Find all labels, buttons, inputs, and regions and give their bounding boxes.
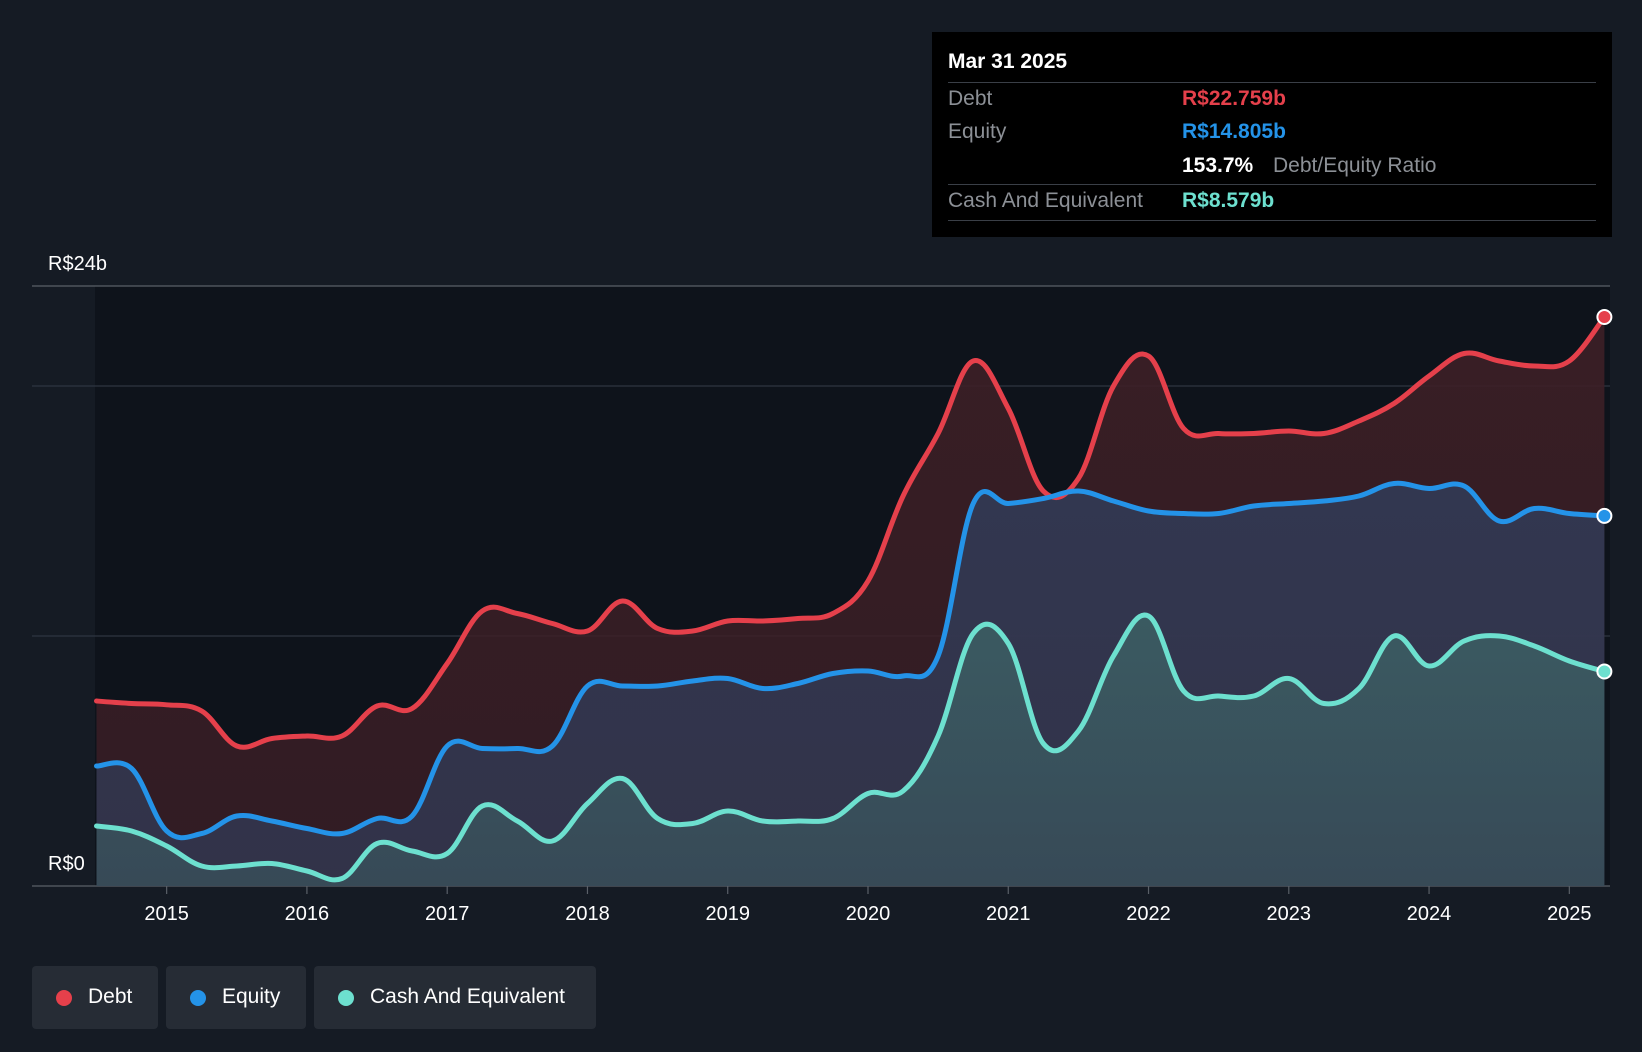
x-tick-label-2017: 2017 xyxy=(425,903,470,925)
x-tick-label-2015: 2015 xyxy=(144,903,189,925)
tooltip-equity-row: Equity R$14.805b xyxy=(948,116,1596,149)
legend-dot-cash xyxy=(338,990,354,1006)
legend-item-cash[interactable]: Cash And Equivalent xyxy=(314,966,596,1029)
x-tick-label-2020: 2020 xyxy=(846,903,891,925)
endpoint-debt xyxy=(1596,309,1613,326)
tooltip-date: Mar 31 2025 xyxy=(948,50,1068,73)
tooltip-cash-value: R$8.579b xyxy=(1182,189,1275,212)
legend-item-equity[interactable]: Equity xyxy=(166,966,306,1029)
line-cash xyxy=(94,612,1607,883)
series-lines xyxy=(94,314,1607,883)
tooltip-ratio-row: 153.7% Debt/Equity Ratio xyxy=(948,150,1596,183)
tooltip-cash-label: Cash And Equivalent xyxy=(948,189,1143,212)
series-endpoints xyxy=(1596,309,1613,680)
y-axis-top-label: R$24b xyxy=(48,253,107,275)
x-tick-label-2022: 2022 xyxy=(1126,903,1171,925)
x-tick-label-2021: 2021 xyxy=(986,903,1031,925)
legend-label-equity: Equity xyxy=(222,985,281,1008)
x-tick-label-2023: 2023 xyxy=(1267,903,1312,925)
tooltip: Mar 31 2025 Debt R$22.759b Equity R$14.8… xyxy=(932,32,1612,237)
x-tick-label-2025: 2025 xyxy=(1547,903,1592,925)
x-axis: 2015 2016 2017 2018 2019 2020 2021 2022 2023 2024… xyxy=(144,886,1592,925)
tooltip-ratio-label: Debt/Equity Ratio xyxy=(1273,154,1437,177)
tooltip-cash-row: Cash And Equivalent R$8.579b xyxy=(948,184,1596,218)
endpoint-equity xyxy=(1596,507,1613,524)
legend-item-debt[interactable]: Debt xyxy=(32,966,158,1029)
legend-label-cash: Cash And Equivalent xyxy=(370,985,565,1008)
tooltip-equity-value: R$14.805b xyxy=(1182,120,1286,143)
line-equity xyxy=(94,480,1607,841)
tooltip-equity-label: Equity xyxy=(948,120,1007,143)
x-tick-label-2019: 2019 xyxy=(705,903,750,925)
x-tick-label-2018: 2018 xyxy=(565,903,610,925)
y-axis-bottom-label: R$0 xyxy=(48,853,85,875)
tooltip-debt-label: Debt xyxy=(948,87,993,110)
legend-dot-equity xyxy=(190,990,206,1006)
tooltip-debt-row: Debt R$22.759b xyxy=(948,82,1596,116)
tooltip-divider xyxy=(948,220,1596,221)
tooltip-ratio-value: 153.7% xyxy=(1182,154,1254,177)
x-tick-label-2016: 2016 xyxy=(285,903,330,925)
endpoint-cash xyxy=(1596,663,1613,680)
line-debt xyxy=(94,314,1607,750)
x-tick-label-2024: 2024 xyxy=(1407,903,1452,925)
tooltip-debt-value: R$22.759b xyxy=(1182,87,1286,110)
legend-dot-debt xyxy=(56,990,72,1006)
legend-label-debt: Debt xyxy=(88,985,133,1008)
